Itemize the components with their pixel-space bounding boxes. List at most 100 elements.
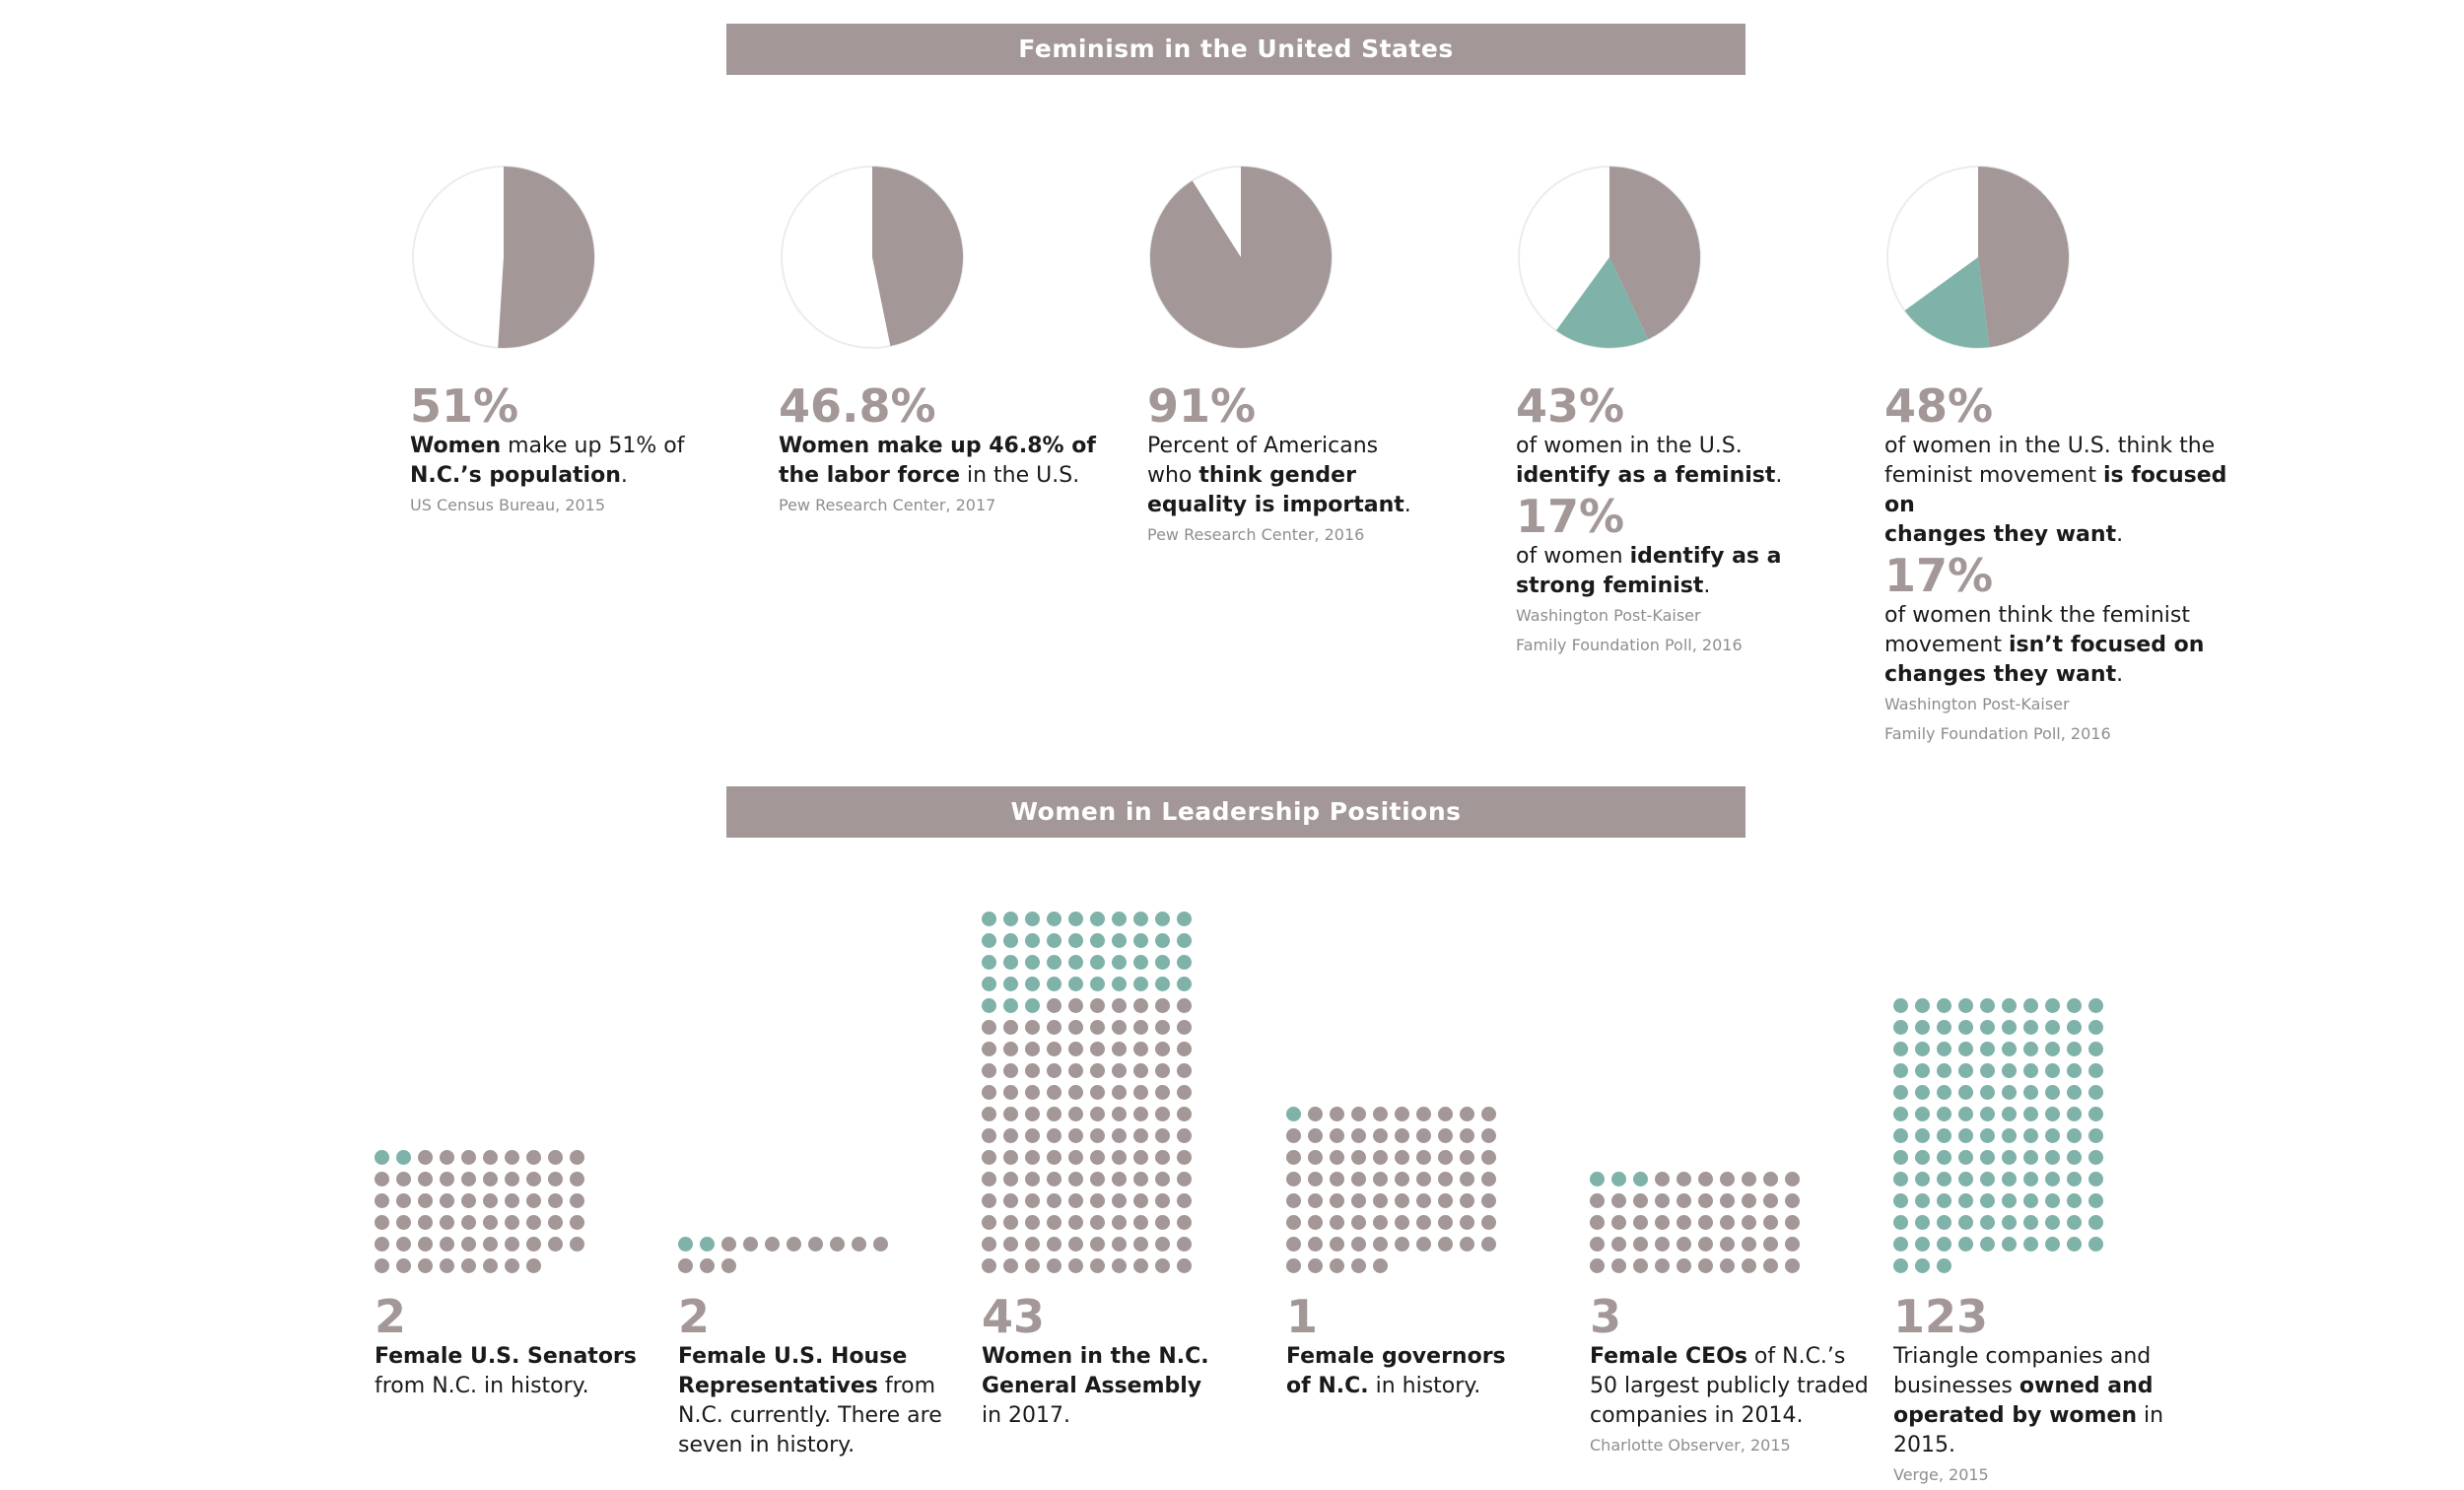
dot <box>1090 998 1105 1013</box>
dot-highlighted <box>1937 1085 1951 1100</box>
dot-highlighted <box>1003 998 1018 1013</box>
dot <box>1590 1258 1605 1273</box>
dot-highlighted <box>1893 1042 1908 1056</box>
dot <box>440 1150 454 1165</box>
dot <box>1720 1193 1735 1208</box>
dot <box>505 1258 519 1273</box>
dot <box>1460 1193 1474 1208</box>
dot <box>1308 1215 1323 1230</box>
dot-highlighted <box>1068 912 1083 926</box>
dot-highlighted <box>1893 1063 1908 1078</box>
dot-highlighted <box>678 1237 693 1252</box>
dot-highlighted <box>2023 1063 2038 1078</box>
dot <box>1155 1172 1170 1186</box>
dot <box>1633 1215 1648 1230</box>
dot <box>1155 1020 1170 1035</box>
stat-value: 123 <box>1893 1290 1989 1343</box>
dot <box>1677 1193 1691 1208</box>
dot <box>1742 1258 1756 1273</box>
leadership-stat-general-assembly: 43 Women in the N.C. General Assembly in 2… <box>982 1291 1277 1431</box>
dot <box>1785 1258 1800 1273</box>
dot <box>982 1258 996 1273</box>
dot-highlighted <box>2045 1237 2060 1252</box>
dot-highlighted <box>1893 1107 1908 1121</box>
dot <box>1177 1258 1192 1273</box>
dot <box>1025 1193 1040 1208</box>
dot-highlighted <box>2067 1063 2082 1078</box>
dot-highlighted <box>1633 1172 1648 1186</box>
dot <box>461 1193 476 1208</box>
dot-highlighted <box>1047 912 1061 926</box>
pie-slice-primary <box>1978 167 2069 348</box>
dot-highlighted <box>1112 977 1127 991</box>
dot <box>1416 1172 1431 1186</box>
stat-description: Female U.S. Senators from N.C. in history… <box>375 1344 637 1398</box>
dot <box>1047 1063 1061 1078</box>
dot <box>1090 1237 1105 1252</box>
dot <box>721 1237 736 1252</box>
stat-description: Female CEOs of N.C.’s 50 largest publicly… <box>1590 1344 1869 1428</box>
stat-source: Washington Post-Kaiser Family Foundation … <box>1516 606 1743 654</box>
dot <box>1655 1215 1670 1230</box>
dot <box>678 1258 693 1273</box>
dot <box>1351 1215 1366 1230</box>
dot <box>1460 1150 1474 1165</box>
dot <box>1460 1215 1474 1230</box>
stat-source: Verge, 2015 <box>1893 1465 1989 1484</box>
dot <box>982 1042 996 1056</box>
dot-highlighted <box>2045 998 2060 1013</box>
dot <box>1133 998 1148 1013</box>
dot-highlighted <box>2088 1150 2103 1165</box>
dot <box>1416 1107 1431 1121</box>
dot <box>1068 1258 1083 1273</box>
dot <box>1351 1107 1366 1121</box>
dot <box>1330 1237 1344 1252</box>
dot <box>1112 998 1127 1013</box>
dot-highlighted <box>1937 1107 1951 1121</box>
dot <box>1742 1172 1756 1186</box>
dot <box>548 1237 563 1252</box>
dot-highlighted <box>2088 1020 2103 1035</box>
dot-highlighted <box>2088 1107 2103 1121</box>
dot <box>570 1215 584 1230</box>
dot-highlighted <box>1958 1172 1973 1186</box>
dot-highlighted <box>1915 1193 1930 1208</box>
dot <box>1763 1172 1778 1186</box>
dot <box>1090 1063 1105 1078</box>
dot <box>1003 1172 1018 1186</box>
dot <box>1155 1215 1170 1230</box>
dot <box>982 1215 996 1230</box>
dot <box>1460 1237 1474 1252</box>
dot <box>852 1237 866 1252</box>
dot <box>1003 1085 1018 1100</box>
dot <box>1025 1107 1040 1121</box>
dot <box>461 1215 476 1230</box>
dot <box>1395 1237 1409 1252</box>
dot <box>1395 1215 1409 1230</box>
dot-highlighted <box>1003 955 1018 970</box>
dot <box>1308 1128 1323 1143</box>
dot <box>1003 1237 1018 1252</box>
dot <box>1438 1107 1453 1121</box>
dot-highlighted <box>1937 1215 1951 1230</box>
dot <box>1133 1193 1148 1208</box>
dot-highlighted <box>1937 1042 1951 1056</box>
dot <box>1155 1258 1170 1273</box>
dot <box>1112 1150 1127 1165</box>
dot <box>1177 1020 1192 1035</box>
dot-highlighted <box>2088 1128 2103 1143</box>
dot-highlighted <box>2067 1020 2082 1035</box>
stat-source: Washington Post-Kaiser Family Foundation … <box>1884 695 2111 743</box>
dot <box>1611 1237 1626 1252</box>
dot <box>1720 1258 1735 1273</box>
dot-highlighted <box>1915 1150 1930 1165</box>
dot <box>526 1258 541 1273</box>
dot-highlighted <box>1090 977 1105 991</box>
dot <box>1286 1215 1301 1230</box>
stat-source: Charlotte Observer, 2015 <box>1590 1436 1791 1455</box>
dot <box>1047 1237 1061 1252</box>
dot <box>1373 1172 1388 1186</box>
dot <box>1112 1237 1127 1252</box>
dot <box>1677 1172 1691 1186</box>
dot-highlighted <box>2023 1107 2038 1121</box>
